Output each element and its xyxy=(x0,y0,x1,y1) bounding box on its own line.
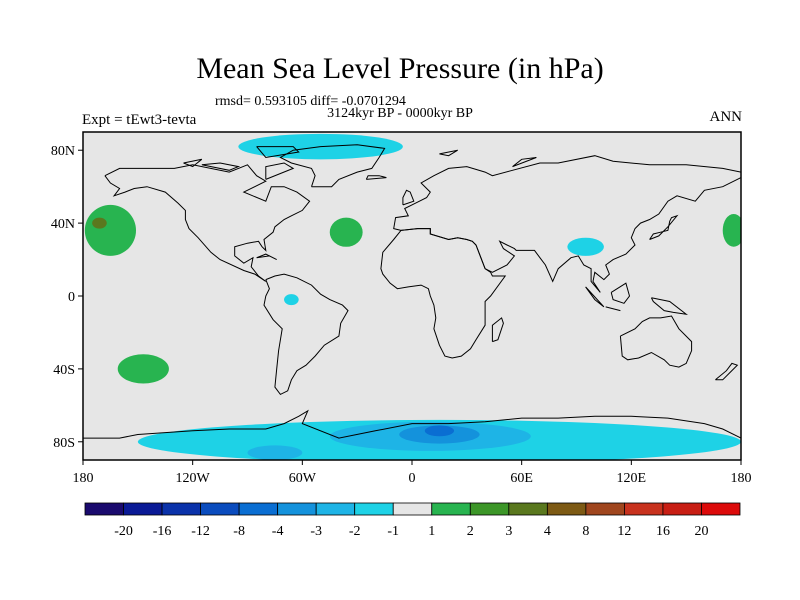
coastline xyxy=(104,164,311,282)
anomaly-layer xyxy=(84,133,741,460)
colorbar-swatch xyxy=(161,502,201,516)
coastline xyxy=(650,297,689,315)
x-tick-label: 180 xyxy=(73,471,94,486)
colorbar-swatch xyxy=(277,502,317,516)
stats-label: rmsd= 0.593105 diff= -0.0701294 xyxy=(215,94,406,109)
x-tick-label: 180 xyxy=(731,471,752,486)
colorbar-label: -16 xyxy=(153,524,172,539)
colorbar-label: -8 xyxy=(233,524,245,539)
coastline xyxy=(605,306,621,312)
colorbar-swatch xyxy=(585,502,625,516)
colorbar-swatch xyxy=(354,502,394,516)
colorbar-label: -2 xyxy=(349,524,361,539)
season-label: ANN xyxy=(709,109,743,125)
coastline xyxy=(256,146,300,159)
x-tick-label: 120W xyxy=(176,471,211,486)
x-tick-label: 60E xyxy=(510,471,533,486)
coastline xyxy=(610,282,631,304)
colorbar-swatch xyxy=(123,502,163,516)
y-tick-label: 80S xyxy=(53,436,75,451)
colorbar-swatch xyxy=(392,502,433,516)
anomaly-region xyxy=(284,294,299,306)
coastline xyxy=(715,362,739,381)
y-tick-label: 40N xyxy=(51,217,75,232)
anomaly-region xyxy=(247,445,303,460)
coastline xyxy=(619,315,693,368)
coastline xyxy=(201,162,241,171)
x-tick-label: 60W xyxy=(289,471,317,486)
colorbar-swatch xyxy=(238,502,279,516)
colorbar-label: 8 xyxy=(582,524,589,539)
coastline xyxy=(380,228,507,359)
colorbar: -20 -16 -12 -8 -4 -3 -2 -1 1 2 3 4 8 12 16 20 xyxy=(84,502,741,539)
anomaly-region xyxy=(117,354,169,384)
colorbar-swatch xyxy=(431,502,471,516)
colorbar-label: -12 xyxy=(191,524,210,539)
coastline xyxy=(365,175,387,180)
anomaly-region xyxy=(722,214,741,247)
period-label: 3124kyr BP - 0000kyr BP xyxy=(327,106,473,121)
anomaly-region xyxy=(84,204,137,256)
colorbar-label: 20 xyxy=(694,524,708,539)
colorbar-swatch xyxy=(546,502,587,516)
x-tick-label: 120E xyxy=(617,471,647,486)
experiment-label: Expt = tEwt3-tevta xyxy=(82,112,197,128)
colorbar-swatch xyxy=(315,502,356,516)
colorbar-label: 3 xyxy=(505,524,512,539)
colorbar-swatch xyxy=(508,502,548,516)
coastline xyxy=(183,158,203,168)
y-tick-label: 0 xyxy=(68,290,75,305)
coastline xyxy=(265,162,295,180)
coastline xyxy=(256,253,277,261)
coastline xyxy=(393,155,741,293)
colorbar-label: -1 xyxy=(387,524,399,539)
anomaly-region xyxy=(92,217,107,229)
colorbar-label: 2 xyxy=(467,524,474,539)
anomaly-region xyxy=(329,217,363,247)
chart-title: Mean Sea Level Pressure (in hPa) xyxy=(196,52,604,85)
colorbar-swatch xyxy=(662,502,702,516)
colorbar-label: -20 xyxy=(114,524,133,539)
coastline xyxy=(83,409,741,439)
coastline xyxy=(491,317,504,343)
coastline-layer xyxy=(83,144,741,439)
colorbar-swatch xyxy=(200,502,240,516)
y-tick-label: 40S xyxy=(53,363,75,378)
colorbar-label: 1 xyxy=(428,524,435,539)
colorbar-swatch xyxy=(624,502,664,516)
colorbar-label: 4 xyxy=(544,524,551,539)
axis-ticks: 180 120W 60W 0 60E 120E 180 80N 40N 0 40S 80S xyxy=(51,144,752,486)
colorbar-swatch xyxy=(469,502,510,516)
colorbar-label: 12 xyxy=(617,524,631,539)
coastline xyxy=(585,286,605,308)
coastline xyxy=(263,273,349,396)
colorbar-label: 16 xyxy=(656,524,670,539)
y-tick-label: 80N xyxy=(51,144,75,159)
anomaly-region xyxy=(424,425,455,437)
anomaly-region xyxy=(567,237,604,256)
coastline xyxy=(512,157,537,168)
colorbar-label: -4 xyxy=(272,524,284,539)
coastline xyxy=(279,144,386,188)
x-tick-label: 0 xyxy=(409,471,416,486)
colorbar-swatch xyxy=(701,502,741,516)
coastline xyxy=(439,149,458,157)
map-background xyxy=(83,132,741,460)
colorbar-label: -3 xyxy=(310,524,322,539)
coastline xyxy=(402,189,415,206)
colorbar-swatch xyxy=(84,502,124,516)
coastline xyxy=(649,214,679,240)
